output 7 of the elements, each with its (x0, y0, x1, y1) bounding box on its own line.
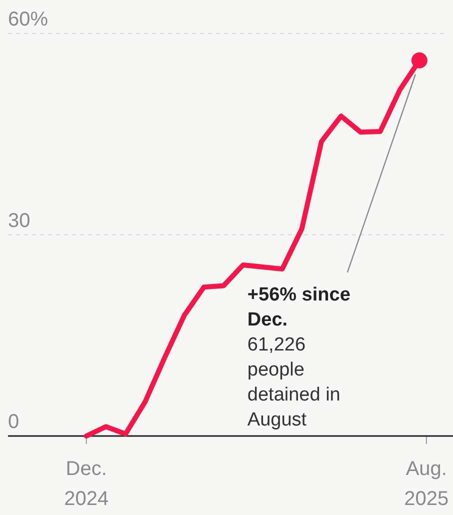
y-tick-label: 60% (8, 8, 48, 31)
y-tick-label: 30 (8, 210, 30, 232)
x-tick-label: Aug. 2025 (404, 458, 449, 510)
y-tick-label: 0 (8, 411, 20, 433)
annotation: 61,226 people detained in August (247, 334, 340, 430)
annotation: +56% since Dec. (247, 284, 350, 330)
x-tick-label: Dec. 2024 (64, 458, 109, 510)
